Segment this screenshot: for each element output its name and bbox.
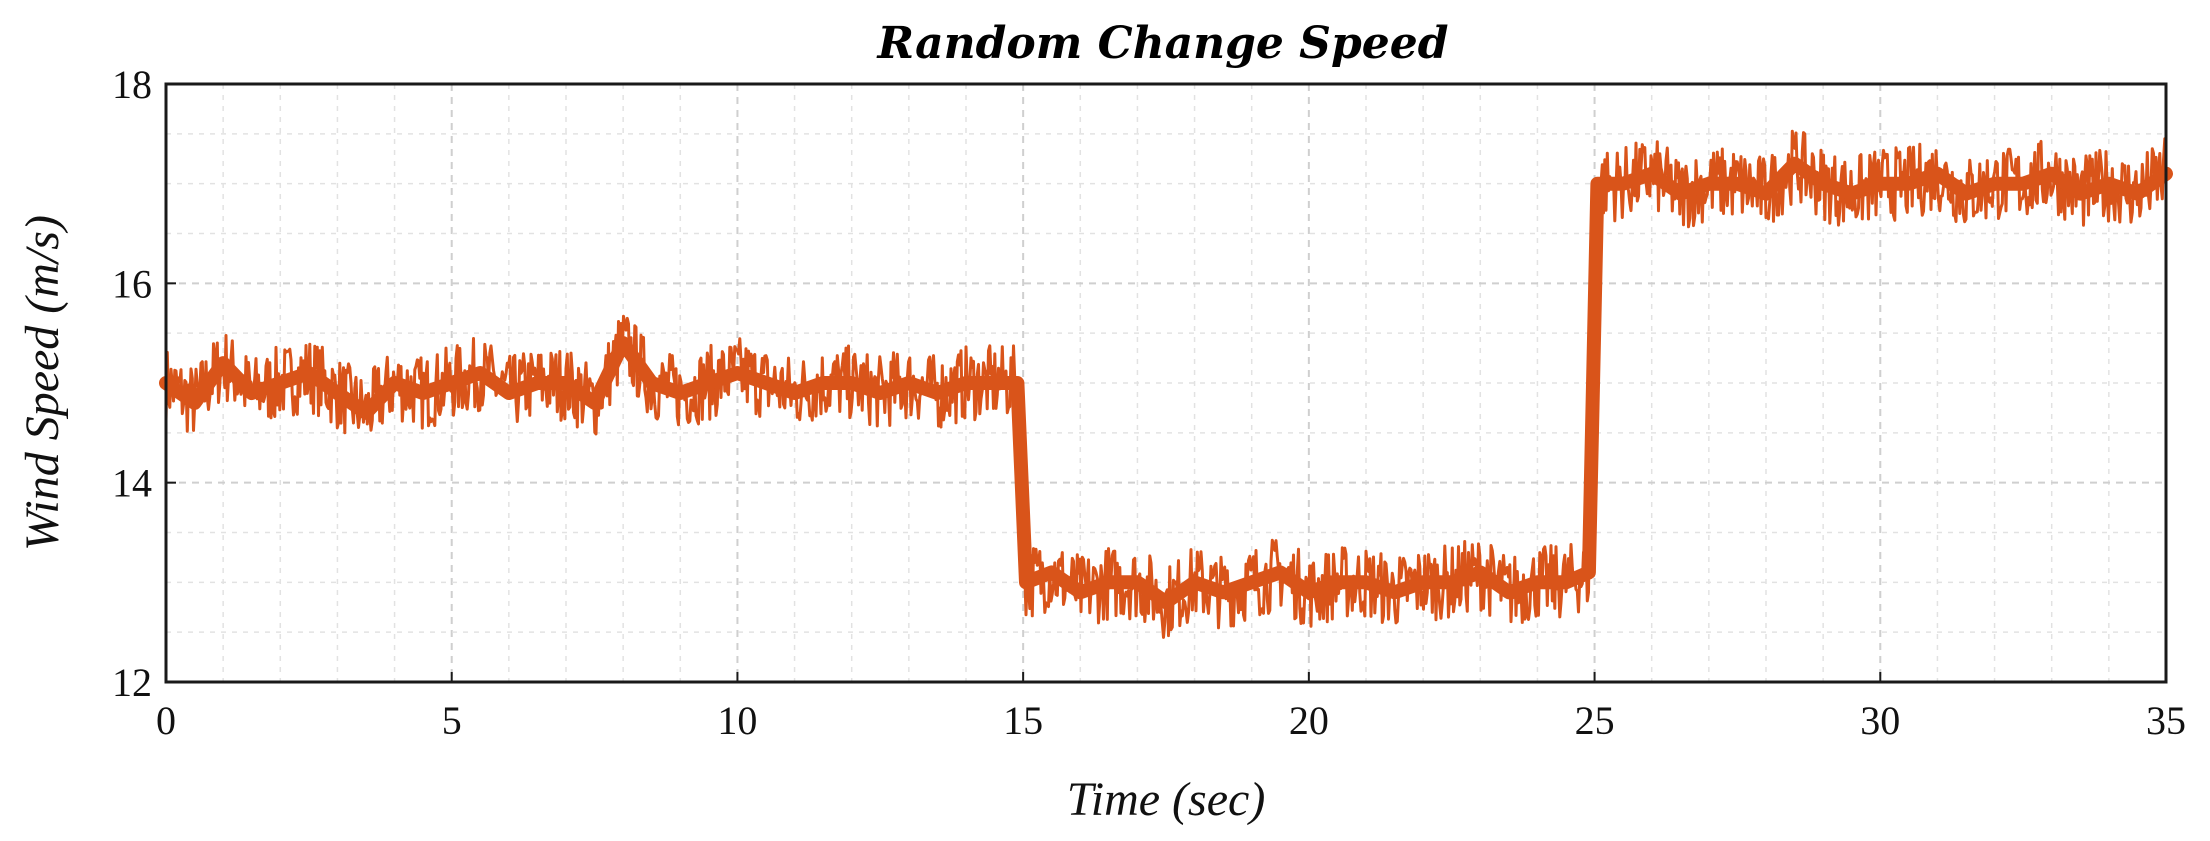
y-tick-labels: 12 14 16 18: [112, 62, 176, 705]
x-tick-label: 15: [1003, 698, 1043, 743]
chart-title: Random Change Speed: [876, 18, 1449, 69]
y-tick-label: 12: [112, 660, 152, 705]
y-tick-label: 14: [112, 461, 152, 506]
x-tick-label: 25: [1575, 698, 1615, 743]
x-tick-labels: 0 5 10 15 20 25 30 35: [156, 672, 2186, 743]
x-tick-label: 35: [2146, 698, 2186, 743]
series-line: [159, 156, 2173, 610]
wind-speed-line: [159, 156, 2173, 610]
x-axis-label: Time (sec): [1067, 773, 1266, 826]
x-tick-label: 5: [442, 698, 462, 743]
x-tick-label: 0: [156, 698, 176, 743]
y-tick-label: 18: [112, 62, 152, 107]
x-tick-label: 20: [1289, 698, 1329, 743]
plot-frame: [164, 82, 2168, 684]
x-tick-label: 10: [717, 698, 757, 743]
x-tick-label: 30: [1860, 698, 1900, 743]
y-tick-label: 16: [112, 261, 152, 306]
y-axis-label: Wind Speed (m/s): [16, 215, 69, 551]
